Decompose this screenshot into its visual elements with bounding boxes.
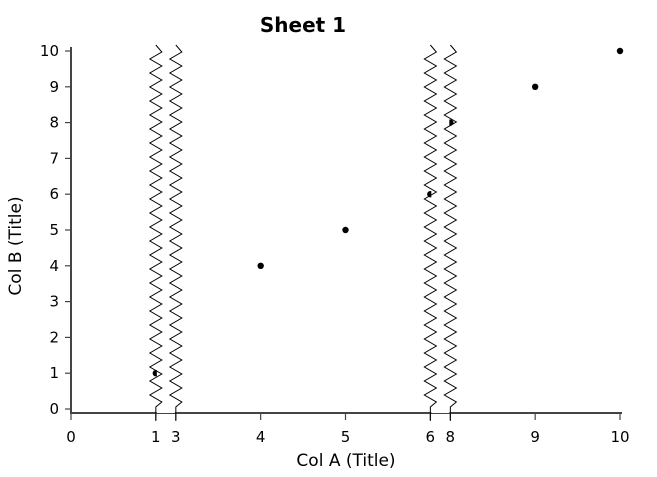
x-axis-label: Col A (Title) bbox=[296, 451, 395, 471]
x-tick-label: 1 bbox=[151, 428, 161, 446]
x-tick-label: 5 bbox=[341, 428, 351, 446]
y-tick-label: 4 bbox=[49, 257, 59, 275]
y-tick-label: 10 bbox=[40, 42, 59, 60]
x-tick-label: 8 bbox=[446, 428, 456, 446]
axis-break-mask bbox=[156, 45, 175, 413]
x-tick-label: 9 bbox=[530, 428, 540, 446]
y-tick-label: 3 bbox=[49, 293, 59, 311]
axis-break-mask bbox=[431, 45, 450, 413]
axis-break-zigzag bbox=[168, 44, 183, 421]
x-tick-label: 0 bbox=[66, 428, 76, 446]
y-tick-label: 2 bbox=[49, 328, 59, 346]
data-point bbox=[257, 262, 264, 269]
x-tick-label: 6 bbox=[426, 428, 436, 446]
y-tick-label: 1 bbox=[49, 364, 59, 382]
y-tick-label: 7 bbox=[49, 149, 59, 167]
axis-break-zigzag bbox=[148, 44, 163, 421]
y-tick-label: 8 bbox=[49, 114, 59, 132]
y-tick-label: 9 bbox=[49, 78, 59, 96]
x-tick-label: 10 bbox=[610, 428, 629, 446]
y-axis-label: Col B (Title) bbox=[6, 196, 26, 295]
data-point bbox=[342, 226, 349, 234]
x-tick-label: 3 bbox=[171, 428, 181, 446]
y-tick-label: 0 bbox=[49, 400, 59, 418]
y-tick-label: 6 bbox=[49, 185, 59, 203]
data-point bbox=[616, 47, 624, 55]
x-tick-label: 4 bbox=[256, 428, 266, 446]
chart-title: Sheet 1 bbox=[260, 13, 346, 37]
y-tick-label: 5 bbox=[49, 221, 59, 239]
data-point bbox=[531, 83, 539, 91]
axis-break-zigzag bbox=[423, 44, 438, 421]
axis-break-zigzag bbox=[443, 44, 458, 421]
